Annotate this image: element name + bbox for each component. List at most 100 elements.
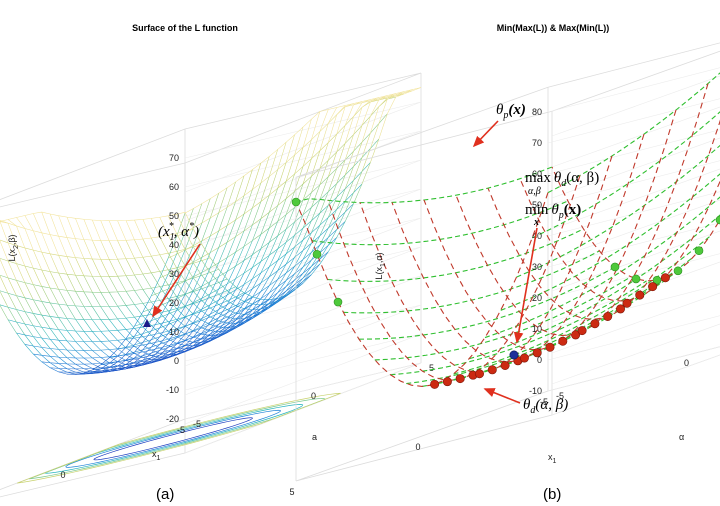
- panel-a-mesh-segment: [167, 329, 177, 342]
- panel-a-mesh-segment: [243, 292, 253, 298]
- panel-a-mesh-segment: [83, 306, 93, 320]
- panel-a-mesh-segment: [285, 173, 295, 199]
- panel-a-mesh-segment: [210, 334, 219, 336]
- panel-a-mesh-segment: [33, 345, 42, 356]
- panel-a-z-tick-label: 70: [169, 153, 179, 163]
- panel-a-mesh-segment: [193, 246, 203, 261]
- panel-a-mesh-segment: [260, 176, 270, 202]
- panel-a-mesh-segment: [226, 278, 236, 296]
- panel-b-dashed-mesh: [295, 72, 720, 387]
- panel-a-mesh-segment: [159, 357, 169, 360]
- panel-a-mesh-segment: [176, 317, 186, 331]
- panel-a-mesh-segment: [100, 276, 110, 293]
- panel-a-mesh-segment: [260, 276, 270, 292]
- panel-a-mesh-segment: [58, 363, 68, 369]
- panel-a-mesh-segment: [33, 353, 42, 363]
- panel-a-annotation-arrow: [152, 243, 201, 318]
- panel-a-mesh-segment: [319, 205, 329, 226]
- panel-a-mesh-segment: [66, 304, 76, 320]
- panel-a-mesh-segment: [125, 357, 135, 365]
- panel-a-mesh-segment: [41, 251, 51, 272]
- panel-a-mesh-segment: [117, 340, 127, 348]
- panel-a-y-tick-label: 5: [429, 363, 434, 373]
- panel-a-mesh-segment: [210, 272, 219, 283]
- panel-a-mesh-segment: [49, 362, 59, 369]
- panel-a-mesh-segment: [387, 95, 396, 100]
- panel-a-mesh-segment: [201, 217, 211, 241]
- panel-a-mesh-segment: [109, 366, 118, 370]
- panel-a-mesh-segment: [66, 290, 76, 307]
- panel-a-mesh-segment: [151, 325, 160, 334]
- panel-a-mesh-segment: [277, 142, 287, 170]
- panel-a-mesh-segment: [151, 349, 160, 354]
- panel-a-mesh-segment: [210, 316, 219, 322]
- panel-a-floor-contours: [16, 392, 341, 484]
- panel-a-mesh-segment: [269, 235, 278, 256]
- panel-a-mesh-segment: [378, 96, 388, 101]
- panel-a-z-gridline: [184, 101, 422, 193]
- panel-a-mesh-segment: [370, 138, 380, 163]
- panel-b-z-gridline: [547, 67, 720, 137]
- panel-a-mesh-segment: [66, 357, 76, 365]
- panel-a-mesh-segment: [83, 291, 93, 307]
- panel-a-mesh-segment: [33, 284, 42, 302]
- panel-a-mesh-segment: [58, 317, 68, 331]
- panel-a-mesh-segment: [176, 232, 186, 255]
- panel-a-mesh-segment: [193, 337, 203, 346]
- panel-a-mesh-segment: [159, 333, 169, 340]
- panel-a-mesh-segment: [167, 330, 177, 337]
- panel-a-mesh-segment: [117, 259, 127, 276]
- panel-a-mesh-segment: [344, 104, 354, 126]
- panel-a-mesh-segment: [92, 368, 101, 372]
- panel-a-mesh-segment: [92, 258, 101, 277]
- panel-a-mesh-segment: [210, 212, 219, 237]
- panel-a-mesh-segment: [176, 296, 186, 307]
- panel-a-box-face: [0, 72, 422, 208]
- panel-a-mesh-segment: [243, 318, 253, 323]
- panel-a-mesh-segment: [167, 284, 177, 297]
- panel-a-mesh-segment: [167, 310, 177, 320]
- panel-a-mesh-segment: [100, 306, 110, 320]
- panel-a-mesh-segment: [210, 285, 219, 295]
- panel-a-mesh-segment: [243, 316, 253, 320]
- panel-a-mesh-segment: [311, 235, 321, 253]
- panel-a-mesh-segment: [218, 207, 228, 231]
- panel-a-mesh-line: [168, 93, 405, 259]
- panel-a-mesh-segment: [134, 290, 144, 304]
- panel-b-y-tick-label: 0: [684, 358, 689, 368]
- panel-a-mesh-segment: [100, 319, 110, 332]
- panel-a-mesh-segment: [311, 184, 321, 208]
- panel-a-mesh-segment: [41, 337, 51, 349]
- panel-a-mesh-segment: [193, 298, 203, 314]
- panel-b-primal-point: [652, 275, 662, 285]
- panel-a-mesh-segment: [328, 107, 337, 124]
- panel-a-mesh-segment: [243, 301, 253, 305]
- panel-b-z-tick-label: 60: [532, 169, 542, 179]
- panel-a-mesh-segment: [260, 298, 270, 309]
- panel-a-mesh-segment: [134, 358, 143, 362]
- panel-a-mesh-segment: [176, 351, 186, 355]
- panel-a-mesh-segment: [370, 97, 379, 101]
- panel-a-mesh-line: [100, 237, 337, 366]
- panel-a-mesh-segment: [125, 362, 135, 368]
- panel-a-mesh-segment: [252, 261, 262, 279]
- panel-a-mesh-segment: [159, 258, 169, 278]
- panel-a-mesh-segment: [16, 263, 26, 283]
- panel-a-mesh-segment: [167, 215, 177, 234]
- panel-a-mesh-segment: [302, 252, 312, 268]
- panel-a-mesh-segment: [117, 330, 127, 340]
- panel-a-mesh-segment: [336, 221, 346, 238]
- panel-a-mesh-segment: [108, 240, 118, 260]
- panel-a-mesh-segment: [66, 256, 76, 276]
- panel-a-mesh-segment: [134, 362, 143, 365]
- panel-a-mesh-segment: [0, 258, 9, 278]
- panel-b-x-tick-label: -5: [540, 397, 548, 407]
- panel-a-mesh-segment: [184, 265, 194, 279]
- panel-a-mesh-segment: [336, 105, 346, 115]
- panel-a-mesh-segment: [0, 275, 9, 294]
- panel-a-title: Surface of the L function: [132, 23, 238, 33]
- panel-a-mesh-segment: [66, 349, 76, 359]
- panel-a-mesh-segment: [226, 278, 236, 287]
- panel-a-mesh-segment: [218, 332, 228, 336]
- panel-a-mesh-segment: [142, 339, 152, 350]
